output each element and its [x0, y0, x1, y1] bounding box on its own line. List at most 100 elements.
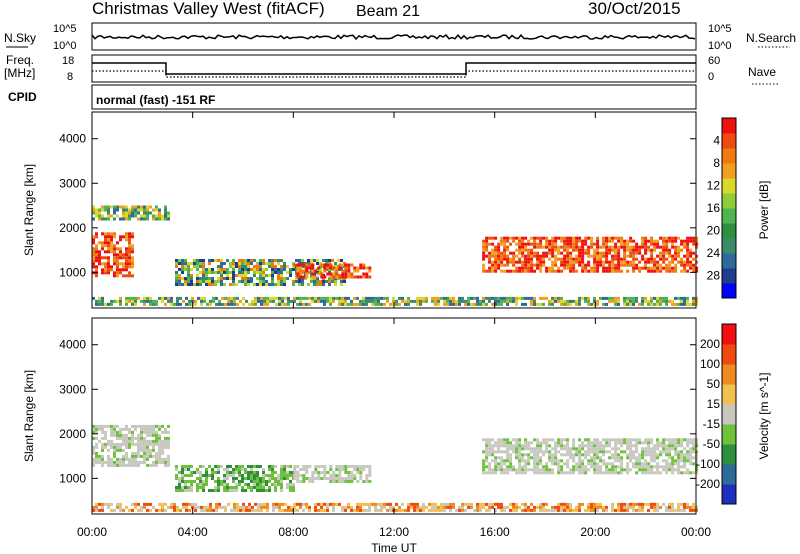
heatmap-cell-1-0 [152, 442, 155, 446]
heatmap-cell-0-5 [359, 302, 362, 306]
colorbar-tick-label: 100 [700, 357, 720, 371]
heatmap-cell-0-4 [545, 254, 549, 258]
heatmap-cell-1-3 [482, 450, 486, 454]
heatmap-cell-1-0 [161, 439, 164, 443]
heatmap-cell-1-2 [302, 468, 306, 471]
heatmap-cell-1-3 [692, 456, 696, 460]
heatmap-cell-1-3 [545, 465, 549, 469]
colorbar-swatch [722, 268, 736, 284]
heatmap-cell-0-2 [244, 277, 247, 280]
heatmap-cell-0-2 [247, 277, 250, 280]
heatmap-cell-1-0 [98, 424, 101, 428]
heatmap-cell-1-3 [683, 438, 687, 442]
heatmap-cell-1-4 [377, 508, 380, 512]
heatmap-cell-1-3 [563, 462, 567, 466]
heatmap-cell-0-4 [647, 269, 651, 273]
heatmap-cell-0-2 [262, 271, 265, 274]
heatmap-cell-0-4 [575, 248, 579, 252]
heatmap-cell-0-4 [572, 257, 576, 261]
heatmap-cell-0-4 [644, 263, 648, 267]
heatmap-cell-0-4 [659, 245, 663, 249]
heatmap-cell-1-3 [509, 465, 513, 469]
heatmap-cell-0-4 [680, 242, 684, 246]
heatmap-cell-0-5 [263, 296, 266, 300]
heatmap-cell-1-2 [341, 480, 345, 483]
heatmap-cell-1-4 [467, 505, 470, 509]
heatmap-cell-1-4 [419, 508, 422, 512]
heatmap-cell-0-2 [265, 280, 268, 283]
heatmap-cell-0-4 [530, 254, 534, 258]
heatmap-cell-0-5 [266, 302, 269, 306]
heatmap-cell-1-1 [256, 465, 259, 468]
heatmap-cell-1-0 [122, 448, 125, 452]
heatmap-cell-1-0 [152, 427, 155, 431]
heatmap-cell-1-3 [653, 447, 657, 451]
heatmap-cell-1-3 [485, 456, 489, 460]
heatmap-cell-0-4 [578, 260, 582, 264]
heatmap-cell-0-4 [491, 269, 495, 273]
heatmap-cell-0-5 [104, 302, 107, 306]
heatmap-cell-0-4 [689, 236, 693, 240]
heatmap-cell-0-2 [238, 265, 241, 268]
heatmap-cell-0-4 [590, 254, 594, 258]
heatmap-cell-1-1 [208, 489, 211, 492]
heatmap-cell-0-4 [584, 248, 588, 252]
heatmap-cell-1-1 [226, 465, 229, 468]
heatmap-cell-0-2 [187, 283, 190, 286]
heatmap-cell-1-4 [209, 508, 212, 512]
heatmap-cell-0-2 [190, 277, 193, 280]
heatmap-cell-1-2 [368, 465, 372, 468]
heatmap-cell-1-3 [644, 471, 648, 475]
heatmap-cell-0-3 [335, 266, 339, 270]
heatmap-cell-0-5 [152, 299, 155, 303]
heatmap-cell-0-2 [187, 271, 190, 274]
heatmap-cell-1-0 [152, 445, 155, 449]
heatmap-cell-0-4 [503, 242, 507, 246]
heatmap-cell-0-0 [125, 274, 128, 278]
heatmap-cell-0-5 [422, 299, 425, 303]
heatmap-cell-1-3 [485, 438, 489, 442]
heatmap-cell-0-0 [131, 265, 134, 269]
heatmap-cell-1-4 [359, 505, 362, 509]
heatmap-cell-0-4 [599, 254, 603, 258]
heatmap-cell-1-3 [584, 471, 588, 475]
heatmap-cell-1-3 [671, 465, 675, 469]
heatmap-cell-1-2 [299, 480, 303, 483]
heatmap-cell-0-5 [464, 299, 467, 303]
heatmap-cell-1-3 [647, 447, 651, 451]
heatmap-cell-1-3 [620, 465, 624, 469]
heatmap-cell-1-3 [647, 438, 651, 442]
heatmap-cell-1-0 [158, 436, 161, 440]
heatmap-cell-1-3 [602, 453, 606, 457]
heatmap-cell-0-5 [692, 296, 695, 300]
heatmap-cell-0-0 [125, 256, 128, 260]
heatmap-cell-0-5 [587, 302, 590, 306]
heatmap-cell-0-5 [581, 296, 584, 300]
heatmap-cell-0-0 [125, 265, 128, 269]
colorbar-frame [721, 323, 737, 505]
heatmap-cell-0-5 [119, 299, 122, 303]
heatmap-cell-1-4 [320, 505, 323, 509]
heatmap-cell-0-5 [680, 296, 683, 300]
heatmap-cell-0-4 [635, 257, 639, 261]
beam-label: Beam 21 [356, 3, 420, 20]
heatmap-cell-1-1 [277, 474, 280, 477]
heatmap-cell-0-4 [605, 260, 609, 264]
heatmap-cell-0-4 [695, 269, 699, 273]
heatmap-cell-1-4 [542, 505, 545, 509]
heatmap-cell-0-4 [605, 248, 609, 252]
heatmap-cell-1-3 [485, 471, 489, 475]
heatmap-cell-0-5 [653, 296, 656, 300]
heatmap-cell-0-5 [311, 296, 314, 300]
heatmap-cell-0-4 [512, 236, 516, 240]
heatmap-cell-0-4 [611, 245, 615, 249]
heatmap-cell-1-0 [116, 445, 119, 449]
heatmap-cell-0-3 [326, 263, 330, 267]
heatmap-cell-0-2 [280, 259, 283, 262]
heatmap-cell-1-2 [365, 480, 369, 483]
heatmap-cell-1-3 [533, 465, 537, 469]
heatmap-cell-1-0 [107, 460, 110, 464]
y-tick-label: 4000 [59, 338, 86, 352]
heatmap-cell-1-3 [569, 453, 573, 457]
heatmap-cell-1-3 [497, 462, 501, 466]
